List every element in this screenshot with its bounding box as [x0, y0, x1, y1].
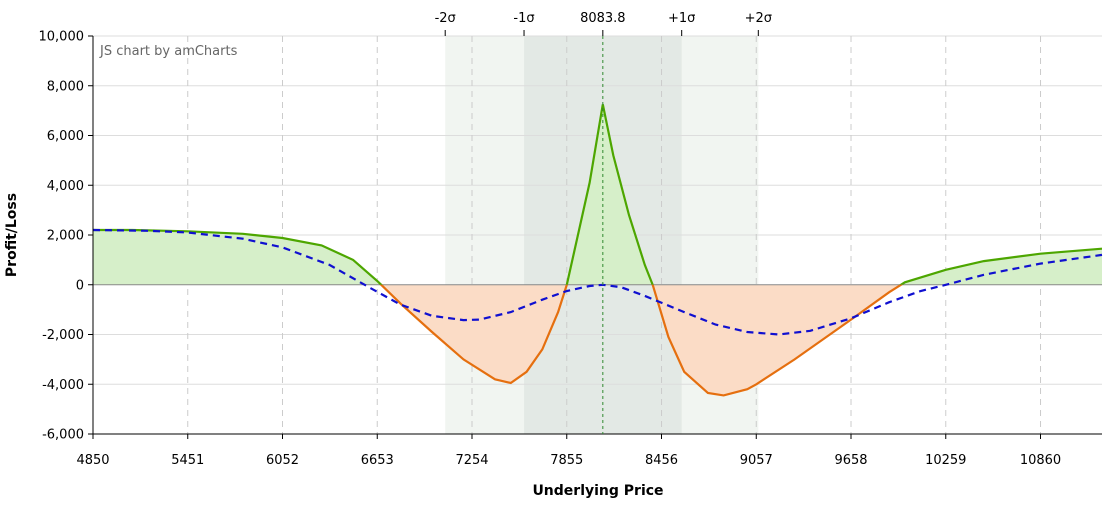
y-tick-label: -2,000 — [42, 328, 84, 343]
x-axis-title: Underlying Price — [532, 483, 663, 499]
x-tick-label: 9658 — [834, 453, 867, 468]
x-tick-label: 10860 — [1020, 453, 1061, 468]
today-line[interactable] — [92, 228, 1103, 336]
x-tick-label: 8456 — [645, 453, 678, 468]
y-tick-label: -4,000 — [42, 378, 84, 393]
expiration-line-loss[interactable] — [93, 104, 1102, 397]
x-tick-label: 7254 — [455, 453, 488, 468]
sigma-label: -1σ — [513, 11, 534, 26]
sigma-label: +2σ — [745, 11, 772, 26]
axes: 10,000 8,000 6,000 4,000 2,000 0 -2,000 -4,000 -… — [39, 30, 1102, 468]
loss-area — [93, 284, 1102, 396]
sigma-axis: -2σ -1σ 8083.8 +1σ +2σ — [435, 11, 772, 434]
y-tick-label: 8,000 — [47, 79, 84, 94]
x-tick-label: 4850 — [76, 453, 109, 468]
sigma-label: -2σ — [435, 11, 456, 26]
y-tick-label: 2,000 — [47, 229, 84, 244]
y-axis-title: Profit/Loss — [4, 193, 20, 277]
profit-loss-fills — [93, 104, 1102, 396]
sigma-label: +1σ — [668, 11, 695, 26]
x-tick-label: 9057 — [740, 453, 773, 468]
y-tick-label: 10,000 — [39, 30, 85, 45]
x-tick-label: 6052 — [266, 453, 299, 468]
y-tick-label: 6,000 — [47, 129, 84, 144]
x-tick-label: 6653 — [361, 453, 394, 468]
x-tick-label: 7855 — [550, 453, 583, 468]
y-tick-label: -6,000 — [42, 428, 84, 443]
chart-credit[interactable]: JS chart by amCharts — [99, 44, 238, 59]
x-tick-label: 10259 — [925, 453, 966, 468]
profit-area — [93, 104, 1102, 285]
sigma-label: 8083.8 — [580, 11, 626, 26]
y-tick-label: 4,000 — [47, 179, 84, 194]
y-tick-label: 0 — [76, 278, 84, 293]
x-tick-label: 5451 — [171, 453, 204, 468]
